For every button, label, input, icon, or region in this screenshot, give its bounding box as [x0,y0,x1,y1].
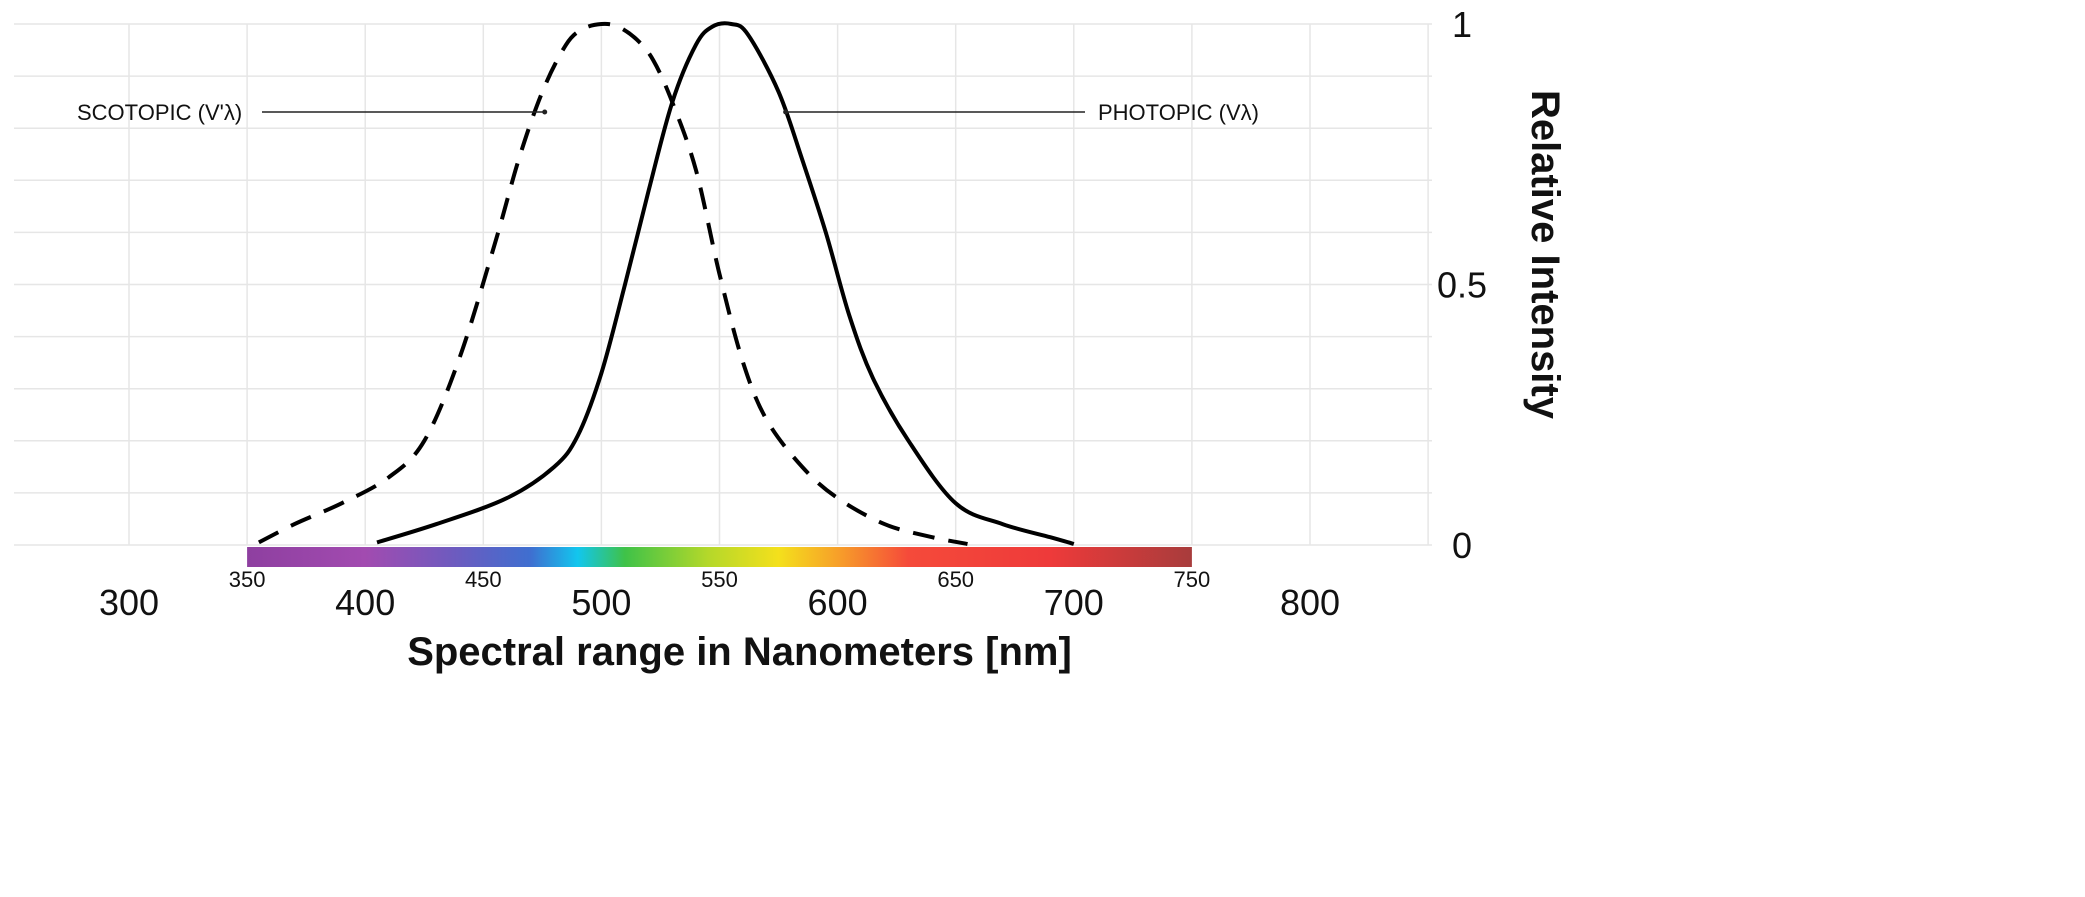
x-tick-minor: 450 [465,567,502,592]
spectrum-bar [247,547,1192,567]
scotopic-leader-dot [542,109,548,115]
x-tick-major: 800 [1280,582,1340,623]
scotopic-curve [257,21,968,546]
x-tick-major: 700 [1044,582,1104,623]
photopic-label: PHOTOPIC (Vλ) [1098,100,1259,125]
y-tick: 1 [1452,4,1472,45]
y-tick: 0 [1452,525,1472,566]
x-tick-minor: 550 [701,567,738,592]
x-tick-minor: 350 [229,567,266,592]
y-tick: 0.5 [1437,265,1487,306]
x-tick-minor: 750 [1174,567,1211,592]
x-tick-major: 300 [99,582,159,623]
x-tick-minor: 650 [937,567,974,592]
curves [257,21,1075,546]
x-axis-label: Spectral range in Nanometers [nm] [407,630,1072,674]
annotations: SCOTOPIC (V'λ) PHOTOPIC (Vλ) [77,100,1259,125]
photopic-curve [376,21,1075,546]
y-axis-ticks: 00.51 [1437,4,1487,566]
grid [14,23,1432,546]
x-tick-major: 600 [808,582,868,623]
x-tick-major: 500 [571,582,631,623]
y-axis-label: Relative Intensity [1523,90,1567,420]
x-axis-ticks: 300 400 500 600 700 800 350 450 550 650 750 [99,567,1340,623]
scotopic-label: SCOTOPIC (V'λ) [77,100,242,125]
x-tick-major: 400 [335,582,395,623]
photopic-leader-dot [783,109,789,115]
